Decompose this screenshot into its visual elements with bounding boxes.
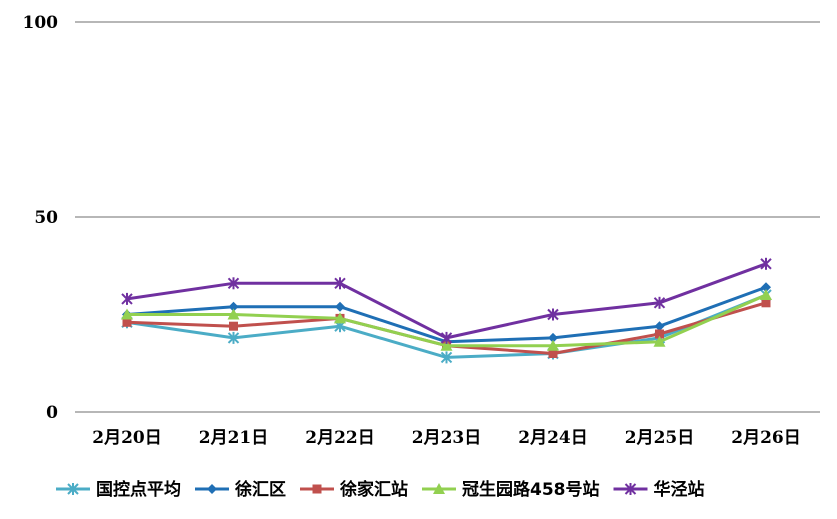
data-point	[228, 301, 239, 312]
data-point	[227, 308, 240, 320]
data-point	[760, 257, 772, 270]
y-tick-label: 0	[46, 403, 58, 423]
data-point	[335, 301, 345, 312]
series-lines	[121, 257, 772, 364]
data-point	[334, 312, 346, 324]
data-point	[440, 351, 453, 364]
data-point	[121, 292, 133, 305]
x-axis-tick-labels: 2月20日 2月21日 2月22日 2月23日 2月24日 2月25日 2月26日	[92, 428, 801, 448]
data-point	[547, 308, 559, 321]
legend-item: 冠生园路458号站	[422, 479, 600, 500]
legend-label: 华泾站	[654, 479, 705, 500]
legend-item: 国控点平均	[56, 479, 181, 500]
data-point	[653, 335, 666, 347]
x-tick-label: 2月25日	[625, 428, 695, 448]
data-point	[227, 331, 240, 344]
legend-marker	[312, 484, 322, 494]
legend-marker	[433, 483, 445, 494]
legend-label: 冠生园路458号站	[462, 479, 600, 500]
data-point	[654, 321, 665, 332]
legend-marker	[624, 483, 637, 495]
y-axis-tick-labels: 0 50 100	[23, 13, 59, 423]
legend: 国控点平均 徐汇区 徐家汇站 冠生园路458号站 华泾站	[56, 479, 705, 500]
x-tick-label: 2月21日	[199, 428, 269, 448]
data-point	[229, 321, 238, 331]
data-point	[548, 332, 558, 343]
data-point	[655, 329, 664, 339]
gridlines	[75, 21, 820, 413]
data-point	[122, 317, 132, 327]
data-point	[440, 331, 453, 344]
legend-label: 徐家汇站	[339, 479, 408, 500]
data-point	[761, 282, 771, 293]
data-point	[653, 296, 666, 309]
legend-item: 徐家汇站	[300, 479, 408, 500]
x-tick-label: 2月26日	[731, 428, 801, 448]
data-point	[334, 277, 346, 290]
series-4	[121, 257, 772, 344]
legend-item: 华泾站	[613, 479, 705, 500]
data-point	[760, 289, 772, 300]
data-point	[761, 298, 771, 308]
legend-marker	[67, 483, 79, 495]
series-3	[121, 289, 772, 351]
data-point	[440, 339, 453, 351]
y-tick-label: 100	[23, 13, 59, 33]
data-point	[121, 308, 133, 320]
data-point	[548, 349, 558, 358]
x-tick-label: 2月24日	[518, 428, 588, 448]
legend-item: 徐汇区	[195, 479, 286, 500]
y-tick-label: 50	[34, 208, 58, 228]
x-tick-label: 2月20日	[92, 428, 162, 448]
legend-marker	[207, 484, 217, 494]
x-tick-label: 2月22日	[305, 428, 375, 448]
data-point	[227, 277, 240, 290]
legend-label: 徐汇区	[234, 479, 286, 500]
x-tick-label: 2月23日	[412, 428, 482, 448]
legend-label: 国控点平均	[96, 479, 181, 500]
data-point	[547, 339, 559, 351]
